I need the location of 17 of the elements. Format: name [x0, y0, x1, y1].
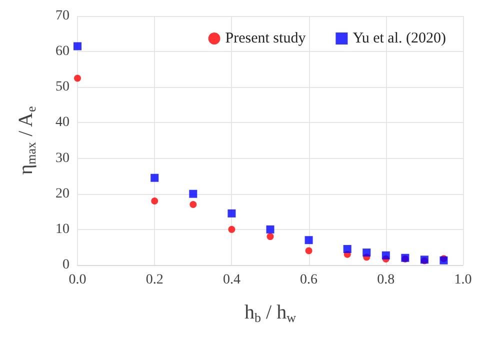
x-tick-label: 0.2 — [146, 272, 164, 288]
legend-label: Present study — [225, 30, 306, 46]
y-tick-label: 0 — [62, 258, 70, 272]
x-tick-label: 0.6 — [300, 272, 318, 288]
y-tick-label: 30 — [56, 150, 70, 166]
legend-label: Yu et al. (2020) — [352, 30, 446, 46]
y-tick-label: 60 — [56, 44, 70, 60]
y-axis-title: ηmax / Ae — [15, 106, 38, 175]
x-tick-label: 0.8 — [377, 272, 395, 288]
y-tick-label: 10 — [56, 222, 70, 237]
y-tick-label: 50 — [56, 80, 70, 95]
x-tick-label: 0.0 — [68, 272, 86, 288]
x-tick-label: 1.0 — [454, 272, 472, 288]
y-tick-label: 40 — [56, 115, 70, 130]
x-tick-label: 0.4 — [222, 272, 240, 288]
y-tick-label: 20 — [56, 186, 70, 202]
y-tick-label: 70 — [56, 8, 70, 24]
